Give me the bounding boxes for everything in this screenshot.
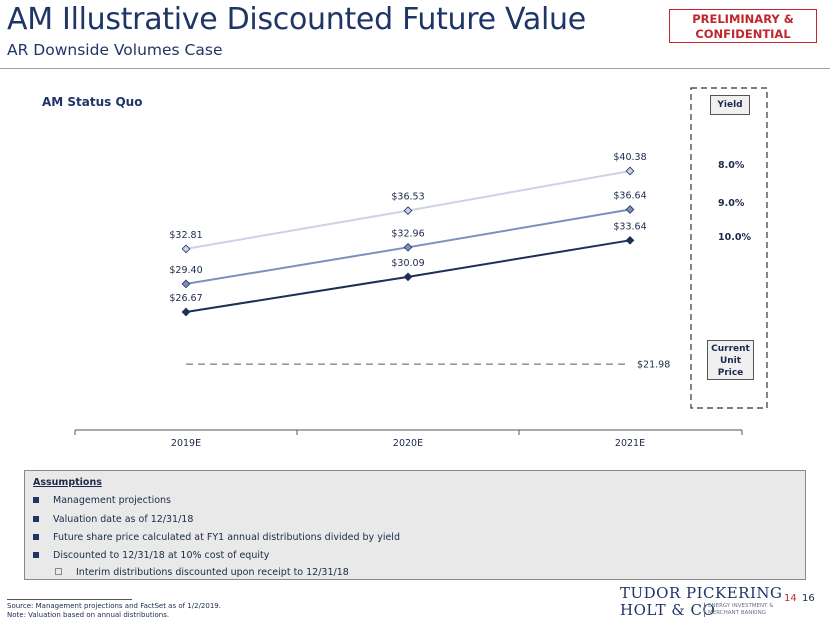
legend-current-line-2: Unit bbox=[719, 356, 742, 366]
legend-current-line-3: Price bbox=[717, 368, 744, 378]
data-point-marker bbox=[403, 206, 413, 215]
assumption-item: Discounted to 12/31/18 at 10% cost of eq… bbox=[33, 550, 269, 561]
footnote-source: Source: Management projections and FactS… bbox=[7, 602, 221, 610]
legend-current-line-1: Current bbox=[711, 344, 750, 354]
footnote-note: Note: Valuation based on annual distribu… bbox=[7, 611, 170, 619]
data-point-marker bbox=[625, 235, 635, 245]
data-label: $32.96 bbox=[391, 228, 424, 239]
badge-line-1: PRELIMINARY & bbox=[692, 12, 794, 26]
data-point-marker bbox=[181, 244, 191, 254]
assumption-text: Discounted to 12/31/18 at 10% cost of eq… bbox=[53, 550, 270, 561]
x-tick-label-2019E: 2019E bbox=[171, 438, 201, 449]
data-label: $29.40 bbox=[169, 265, 202, 276]
square-bullet-icon bbox=[33, 551, 39, 558]
legend-yield-10: 10.0% bbox=[718, 232, 751, 243]
data-point-marker bbox=[625, 166, 635, 176]
data-point-marker bbox=[181, 307, 191, 317]
logo-line-1: TUDOR PICKERING bbox=[620, 584, 783, 602]
page-subtitle: AR Downside Volumes Case bbox=[7, 41, 223, 59]
legend-current-unit-price: Current Unit Price bbox=[707, 340, 754, 380]
chart-title: AM Status Quo bbox=[42, 95, 143, 109]
assumptions-box: Assumptions Management projections Valua… bbox=[24, 470, 806, 580]
badge-line-2: CONFIDENTIAL bbox=[695, 27, 791, 41]
confidential-badge: PRELIMINARY & CONFIDENTIAL bbox=[669, 9, 817, 43]
data-label: $30.09 bbox=[391, 258, 424, 269]
assumption-subitem: Interim distributions discounted upon re… bbox=[55, 567, 349, 578]
legend-yield-8: 8.0% bbox=[718, 160, 745, 171]
assumption-text: Future share price calculated at FY1 ann… bbox=[53, 532, 400, 543]
assumption-text: Valuation date as of 12/31/18 bbox=[53, 514, 194, 525]
data-label: $26.67 bbox=[169, 293, 202, 304]
assumption-item: Future share price calculated at FY1 ann… bbox=[33, 532, 400, 543]
line-chart: 2019E 2020E 2021E $21.98 $32.81 $36.53 $40.38 $… bbox=[74, 87, 768, 449]
current-price-label: $21.98 bbox=[637, 360, 670, 371]
assumption-item: Management projections bbox=[33, 495, 171, 506]
logo-tagline-1: ENERGY INVESTMENT & bbox=[708, 603, 774, 609]
page-title: AM Illustrative Discounted Future Value bbox=[7, 2, 586, 37]
data-label: $36.64 bbox=[613, 190, 646, 201]
x-tick-label-2021E: 2021E bbox=[615, 438, 645, 449]
assumption-text: Management projections bbox=[53, 495, 171, 506]
assumption-subtext: Interim distributions discounted upon re… bbox=[76, 567, 349, 578]
page-number-a: 14 bbox=[784, 593, 797, 604]
page-number-b: 16 bbox=[802, 593, 815, 604]
data-label: $32.81 bbox=[169, 230, 202, 241]
assumption-item: Valuation date as of 12/31/18 bbox=[33, 514, 193, 525]
legend-dashed-frame bbox=[690, 87, 768, 409]
data-point-marker bbox=[181, 279, 191, 289]
assumptions-header: Assumptions bbox=[33, 477, 102, 488]
logo-line-2: HOLT & CO bbox=[620, 601, 716, 619]
data-label: $33.64 bbox=[613, 221, 646, 232]
data-label: $40.38 bbox=[613, 152, 646, 163]
header-divider bbox=[0, 68, 830, 69]
square-bullet-icon bbox=[33, 496, 39, 503]
legend-yield-9: 9.0% bbox=[718, 198, 745, 209]
square-bullet-icon bbox=[33, 515, 39, 522]
logo-tagline: ENERGY INVESTMENT & MERCHANT BANKING bbox=[704, 603, 774, 617]
square-bullet-icon bbox=[33, 533, 39, 540]
x-tick-label-2020E: 2020E bbox=[393, 438, 423, 449]
hollow-square-bullet-icon bbox=[55, 568, 62, 575]
data-label: $36.53 bbox=[391, 192, 424, 203]
data-point-marker bbox=[403, 242, 413, 252]
logo-tagline-2: MERCHANT BANKING bbox=[708, 610, 766, 616]
footnote-divider bbox=[7, 599, 132, 600]
data-point-marker bbox=[625, 205, 635, 214]
data-point-marker bbox=[403, 272, 413, 282]
legend-yield-header: Yield bbox=[710, 95, 750, 115]
